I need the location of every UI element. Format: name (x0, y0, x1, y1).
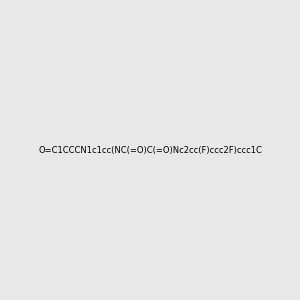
Text: O=C1CCCN1c1cc(NC(=O)C(=O)Nc2cc(F)ccc2F)ccc1C: O=C1CCCN1c1cc(NC(=O)C(=O)Nc2cc(F)ccc2F)c… (38, 146, 262, 154)
